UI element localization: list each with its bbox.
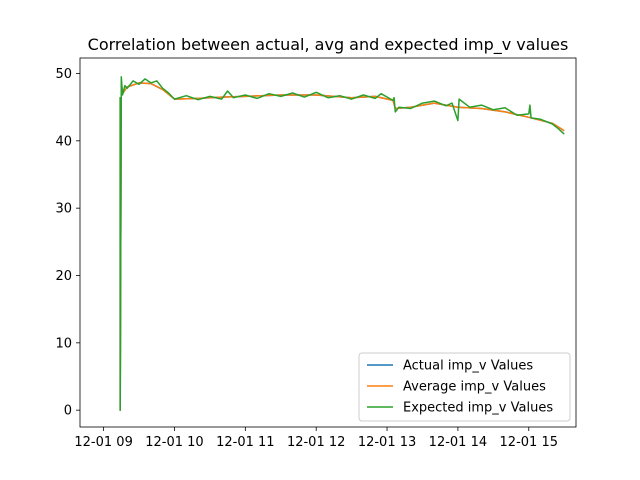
legend-label: Average imp_v Values [403,380,546,395]
x-tick-label: 12-01 10 [145,435,203,450]
x-tick-label: 12-01 15 [500,435,558,450]
y-tick-label: 20 [55,269,72,284]
y-tick-label: 50 [55,67,72,82]
legend-box [358,352,571,422]
chart-title: Correlation between actual, avg and expe… [88,35,569,55]
series-layer [119,76,565,411]
x-tick-label: 12-01 11 [216,435,274,450]
legend-label: Actual imp_v Values [403,359,533,374]
legend: Actual imp_v Values Average imp_v Values E… [358,352,571,422]
axes: 12-01 09 12-01 10 12-01 11 12-01 12 12-01 13… [55,57,577,450]
y-tick-label: 10 [55,336,72,351]
y-tick-label: 0 [64,404,72,419]
legend-label: Expected imp_v Values [403,401,553,416]
x-tick-label: 12-01 14 [429,435,487,450]
y-tick-label: 30 [55,202,72,217]
y-tick-label: 40 [55,134,72,149]
x-tick-label: 12-01 09 [74,435,132,450]
x-tick-label: 12-01 13 [358,435,416,450]
x-tick-label: 12-01 12 [287,435,345,450]
series-line-2 [119,76,565,411]
axes-frame [79,57,577,428]
